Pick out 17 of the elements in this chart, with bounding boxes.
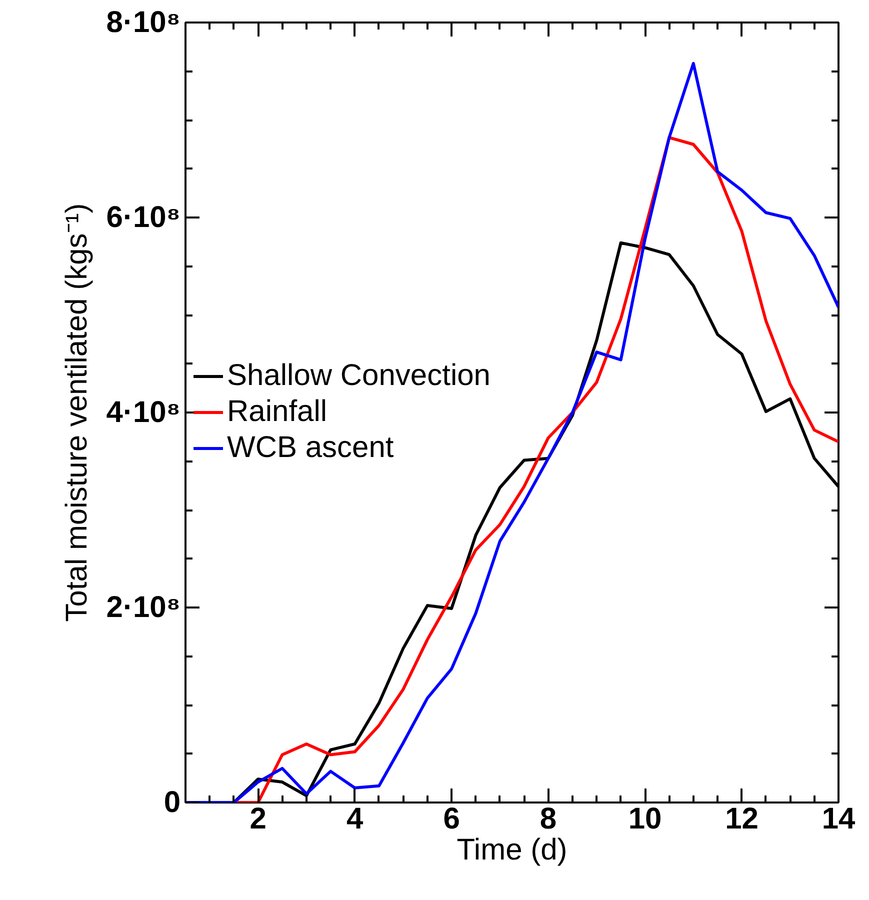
x-tick-label: 4 xyxy=(346,802,364,836)
x-tick-label: 10 xyxy=(628,802,662,836)
x-axis-title: Time (d) xyxy=(456,834,568,866)
x-tick-label: 8 xyxy=(540,802,557,836)
x-tick-label: 6 xyxy=(443,802,460,836)
legend-label: Rainfall xyxy=(227,395,328,429)
x-tick-label: 2 xyxy=(250,802,266,836)
x-tick-label: 14 xyxy=(822,802,856,836)
y-tick-label: 0 xyxy=(164,786,181,819)
y-tick-label: 6·10⁸ xyxy=(106,201,181,234)
y-tick-label: 2·10⁸ xyxy=(106,591,181,624)
legend-label: Shallow Convection xyxy=(227,359,490,393)
x-tick-label: 12 xyxy=(725,802,758,836)
y-axis-title: Total moisture ventilated (kgs⁻¹) xyxy=(60,203,94,622)
legend-label: WCB ascent xyxy=(227,431,394,465)
y-tick-label: 8·10⁸ xyxy=(106,6,181,39)
y-tick-label: 4·10⁸ xyxy=(106,396,181,429)
